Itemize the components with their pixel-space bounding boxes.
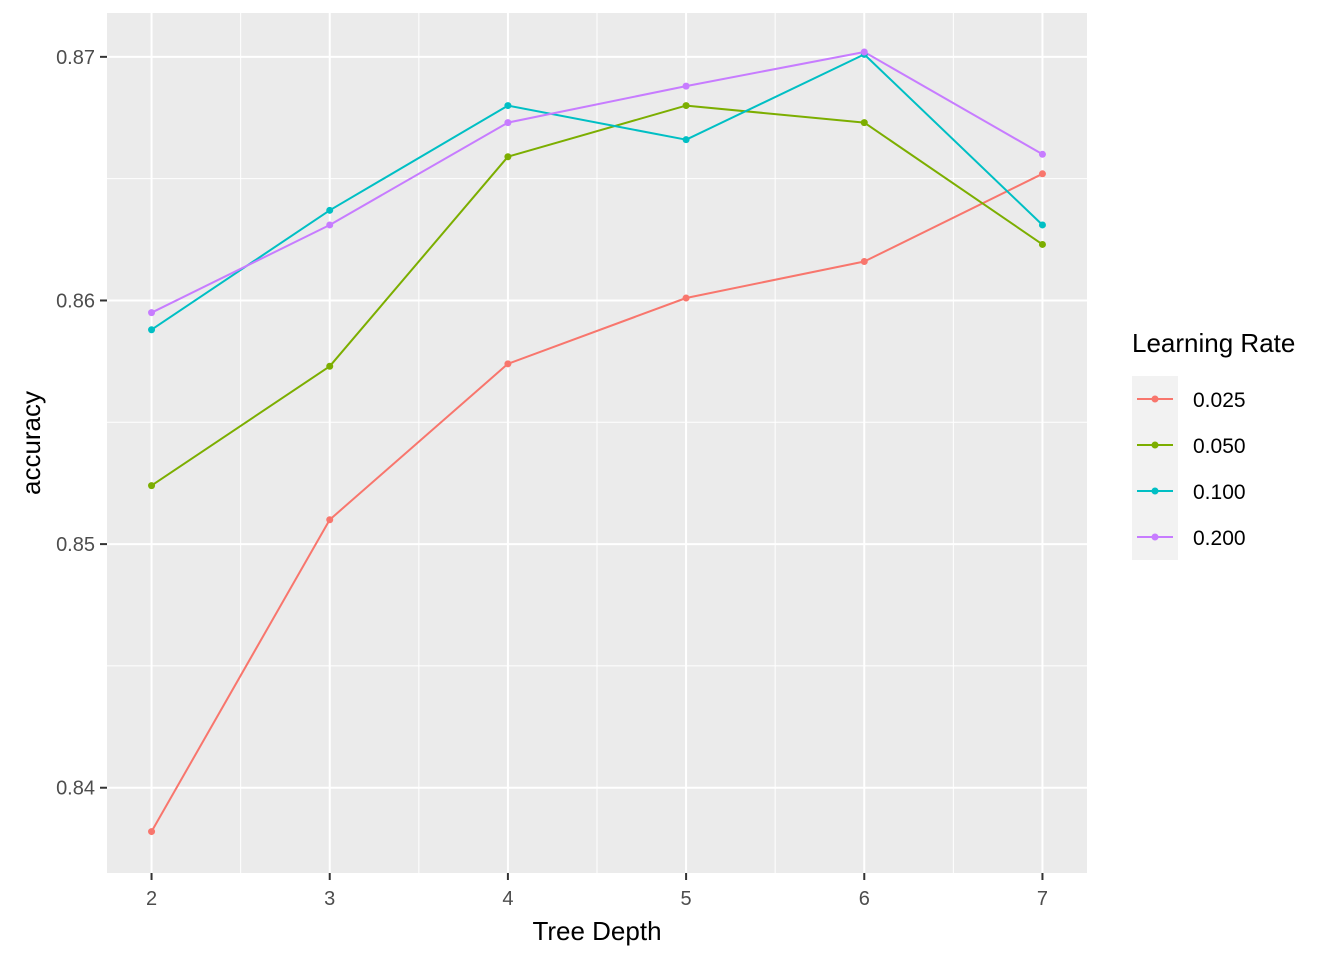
legend-key-point-0.050 (1151, 441, 1159, 449)
data-point-0.025 (148, 828, 156, 836)
data-point-0.025 (860, 257, 868, 265)
x-tick-label: 2 (146, 888, 157, 910)
legend-key-point-0.100 (1151, 487, 1159, 495)
legend-label-0.200: 0.200 (1193, 527, 1246, 550)
data-point-0.100 (1038, 221, 1046, 229)
legend-keys-background (1132, 376, 1178, 560)
data-point-0.100 (148, 326, 156, 334)
series-line-0.100 (150, 53, 1044, 331)
y-axis: 0.84 0.85 0.86 0.87 (56, 47, 107, 800)
legend: Learning Rate 0.025 0.050 0.100 0.200 (1132, 328, 1295, 560)
legend-label-0.100: 0.100 (1193, 481, 1246, 504)
legend-title: Learning Rate (1132, 328, 1295, 358)
x-tick-label: 5 (681, 888, 692, 910)
data-point-0.025 (682, 294, 690, 302)
y-tick-label: 0.86 (56, 290, 95, 312)
minor-gridlines (107, 13, 1087, 873)
x-tick-label: 7 (1037, 888, 1048, 910)
data-point-0.100 (326, 206, 334, 214)
y-tick-label: 0.84 (56, 778, 95, 800)
data-point-0.025 (326, 516, 334, 524)
legend-label-0.025: 0.025 (1193, 389, 1246, 412)
series-lines (150, 51, 1044, 833)
data-point-0.050 (1038, 240, 1046, 248)
x-axis: 2 3 4 5 6 7 (146, 873, 1048, 910)
data-point-0.200 (860, 48, 868, 56)
data-point-0.050 (682, 102, 690, 110)
data-point-0.050 (504, 153, 512, 161)
y-axis-title: accuracy (16, 391, 46, 495)
data-point-0.025 (504, 360, 512, 368)
legend-label-0.050: 0.050 (1193, 435, 1246, 458)
series-line-0.050 (150, 104, 1044, 487)
data-point-0.100 (504, 102, 512, 110)
legend-key-point-0.025 (1151, 395, 1159, 403)
legend-key-point-0.200 (1151, 533, 1159, 541)
legend-items: 0.025 0.050 0.100 0.200 (1137, 389, 1246, 550)
series-points (148, 48, 1046, 836)
series-line-0.025 (150, 172, 1043, 833)
data-point-0.200 (326, 221, 334, 229)
data-point-0.200 (148, 309, 156, 317)
data-point-0.050 (326, 362, 334, 370)
data-point-0.100 (682, 136, 690, 144)
data-point-0.025 (1038, 170, 1046, 178)
data-point-0.200 (682, 82, 690, 90)
x-axis-title: Tree Depth (532, 916, 661, 946)
data-point-0.050 (860, 119, 868, 127)
major-gridlines (107, 13, 1087, 873)
y-tick-label: 0.85 (56, 534, 95, 556)
series-line-0.200 (151, 51, 1043, 314)
data-point-0.200 (504, 119, 512, 127)
data-point-0.200 (1038, 150, 1046, 158)
y-tick-label: 0.87 (56, 47, 95, 69)
x-tick-label: 6 (859, 888, 870, 910)
data-point-0.050 (148, 482, 156, 490)
x-tick-label: 3 (324, 888, 335, 910)
x-tick-label: 4 (502, 888, 513, 910)
